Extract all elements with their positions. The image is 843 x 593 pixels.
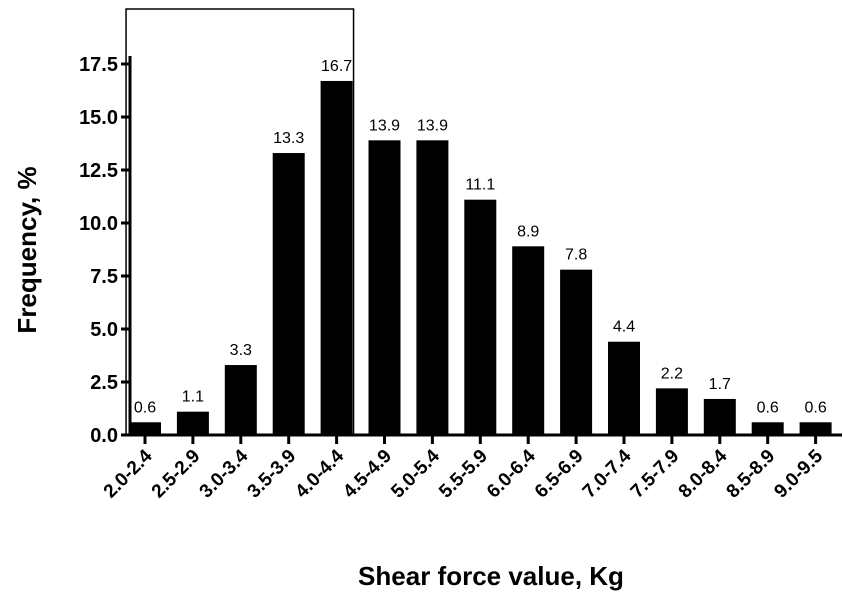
x-tick-label: 8.5-8.9: [723, 446, 780, 503]
category-labels: 2.0-2.42.5-2.93.0-3.43.5-3.94.0-4.44.5-4…: [100, 445, 828, 502]
y-tick-label: 5.0: [90, 319, 118, 341]
data-label: 3.3: [230, 342, 252, 359]
bar-2.0-2.4: [129, 422, 161, 435]
x-tick-label: 4.5-4.9: [339, 446, 396, 503]
bar-4.5-4.9: [368, 140, 401, 435]
x-tick-label: 9.0-9.5: [770, 445, 827, 502]
data-label: 0.6: [757, 399, 779, 416]
y-tick-label: 15.0: [79, 107, 118, 129]
x-tick-label: 6.0-6.4: [483, 445, 540, 502]
data-label: 4.4: [613, 319, 635, 336]
x-tick-label: 8.0-8.4: [675, 445, 732, 502]
bar-4.0-4.4: [320, 80, 353, 436]
x-tick-label: 7.0-7.4: [579, 445, 636, 502]
data-label: 13.9: [417, 117, 448, 134]
x-axis: [128, 433, 842, 444]
data-label: 1.7: [709, 376, 731, 393]
y-tick-label: 0.0: [90, 425, 118, 447]
data-label: 1.1: [182, 389, 204, 406]
y-axis-title: Frequency, %: [12, 166, 42, 333]
y-tick-label: 2.5: [90, 372, 118, 394]
data-label: 7.8: [565, 247, 587, 264]
y-tick-label: 10.0: [79, 213, 118, 235]
bar-2.5-2.9: [176, 411, 209, 435]
data-label: 13.3: [273, 130, 304, 147]
data-label: 2.2: [661, 365, 683, 382]
x-tick-label: 4.0-4.4: [291, 445, 348, 502]
x-tick-label: 3.5-3.9: [244, 446, 301, 503]
bars: [129, 80, 832, 436]
data-label: 0.6: [804, 399, 826, 416]
bar-5.0-5.4: [416, 140, 449, 435]
x-tick-label: 5.0-5.4: [387, 445, 444, 502]
x-tick-label: 2.5-2.9: [148, 446, 205, 503]
x-tick-label: 6.5-6.9: [531, 446, 588, 503]
x-tick-label: 5.5-5.9: [435, 446, 492, 503]
bar-6.5-6.9: [560, 269, 593, 435]
data-label: 13.9: [369, 117, 400, 134]
data-label: 0.6: [134, 399, 156, 416]
bar-3.5-3.9: [272, 153, 305, 436]
bar-5.5-5.9: [464, 199, 497, 435]
y-axis: 0.0 2.5 5.0 7.5 10.0 12.5 15.0 17.5: [79, 54, 132, 447]
bar-7.0-7.4: [608, 341, 640, 435]
bar-9.0-9.5: [799, 422, 832, 435]
bar-7.5-7.9: [655, 388, 688, 435]
y-tick-label: 17.5: [79, 54, 118, 76]
bar-6.0-6.4: [512, 246, 545, 435]
x-tick-label: 3.0-3.4: [196, 445, 253, 502]
bar-8.5-8.9: [751, 422, 784, 435]
x-tick-label: 2.0-2.4: [100, 445, 157, 502]
data-label: 16.7: [321, 58, 352, 75]
y-tick-label: 12.5: [79, 160, 118, 182]
x-tick-label: 7.5-7.9: [627, 446, 684, 503]
data-label: 8.9: [517, 223, 539, 240]
data-label: 11.1: [465, 177, 495, 194]
bar-3.0-3.4: [224, 365, 257, 435]
x-axis-title: Shear force value, Kg: [358, 561, 624, 591]
y-tick-label: 7.5: [90, 266, 118, 288]
data-labels: 0.6 1.1 3.3 13.3 16.7 13.9 13.9 11.1 8.9 7.8 4.4 2.…: [134, 58, 827, 416]
bar-8.0-8.4: [703, 398, 736, 435]
